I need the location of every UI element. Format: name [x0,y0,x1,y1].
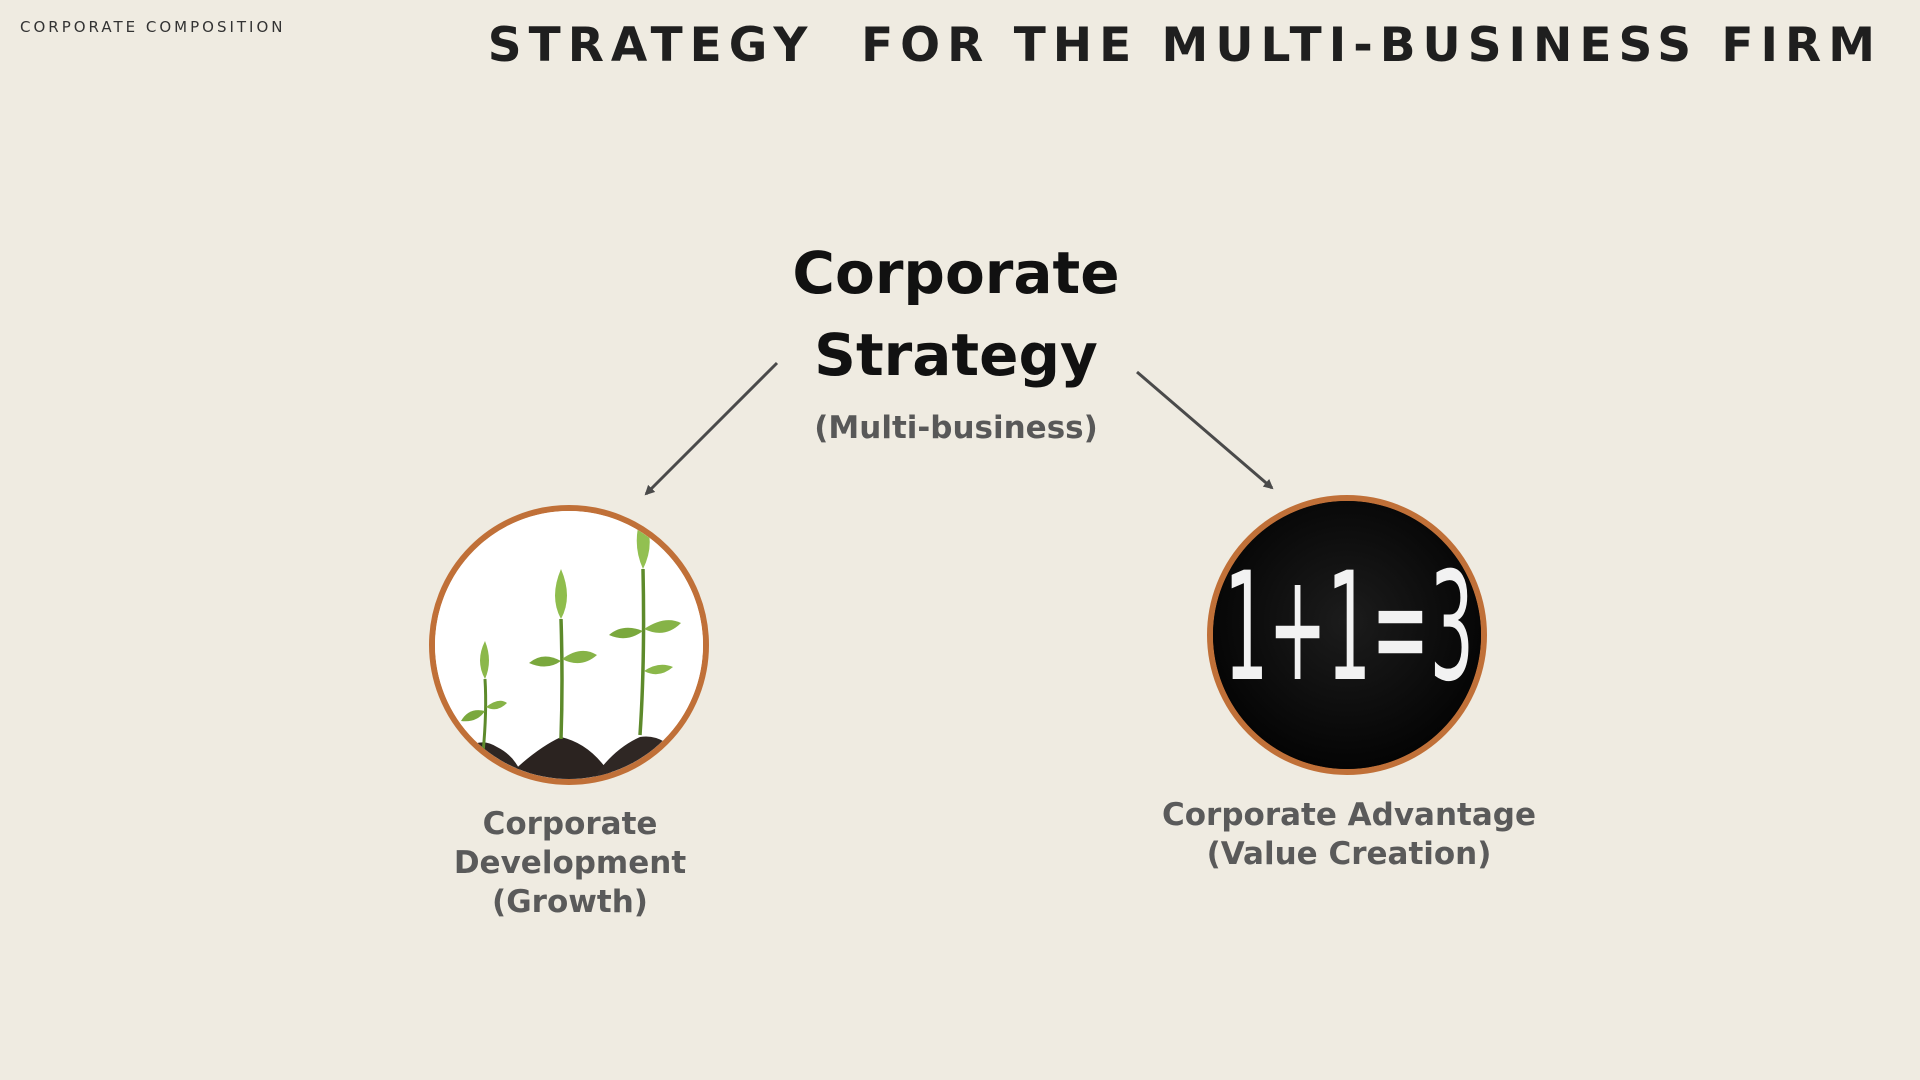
value-creation-chalkboard-image: 1+1=3 [1207,495,1487,775]
advantage-caption: Corporate Advantage (Value Creation) [1139,796,1559,874]
development-caption-line-2: Development [453,845,687,881]
development-caption-line-3: (Growth) [492,884,648,920]
center-title-line-2: Strategy [814,321,1098,389]
advantage-caption-line-2: (Value Creation) [1206,836,1492,872]
development-caption-line-1: Corporate [482,806,658,842]
center-node-subtitle: (Multi-business) [814,410,1098,446]
growth-seedlings-image [429,505,709,785]
section-label: CORPORATE COMPOSITION [20,18,286,36]
development-caption: Corporate Development (Growth) [360,805,780,922]
seedlings-icon [435,511,703,779]
advantage-caption-line-1: Corporate Advantage [1162,797,1536,833]
center-node-title: Corporate Strategy [706,232,1206,396]
equation-text: 1+1=3 [1224,541,1474,715]
arrow-to-development [644,361,779,496]
arrow-to-advantage [1136,370,1274,490]
slide-title: STRATEGY FOR THE MULTI-BUSINESS FIRM [487,18,1882,73]
chalkboard-equation-icon: 1+1=3 [1213,501,1481,769]
center-title-line-1: Corporate [792,239,1120,307]
